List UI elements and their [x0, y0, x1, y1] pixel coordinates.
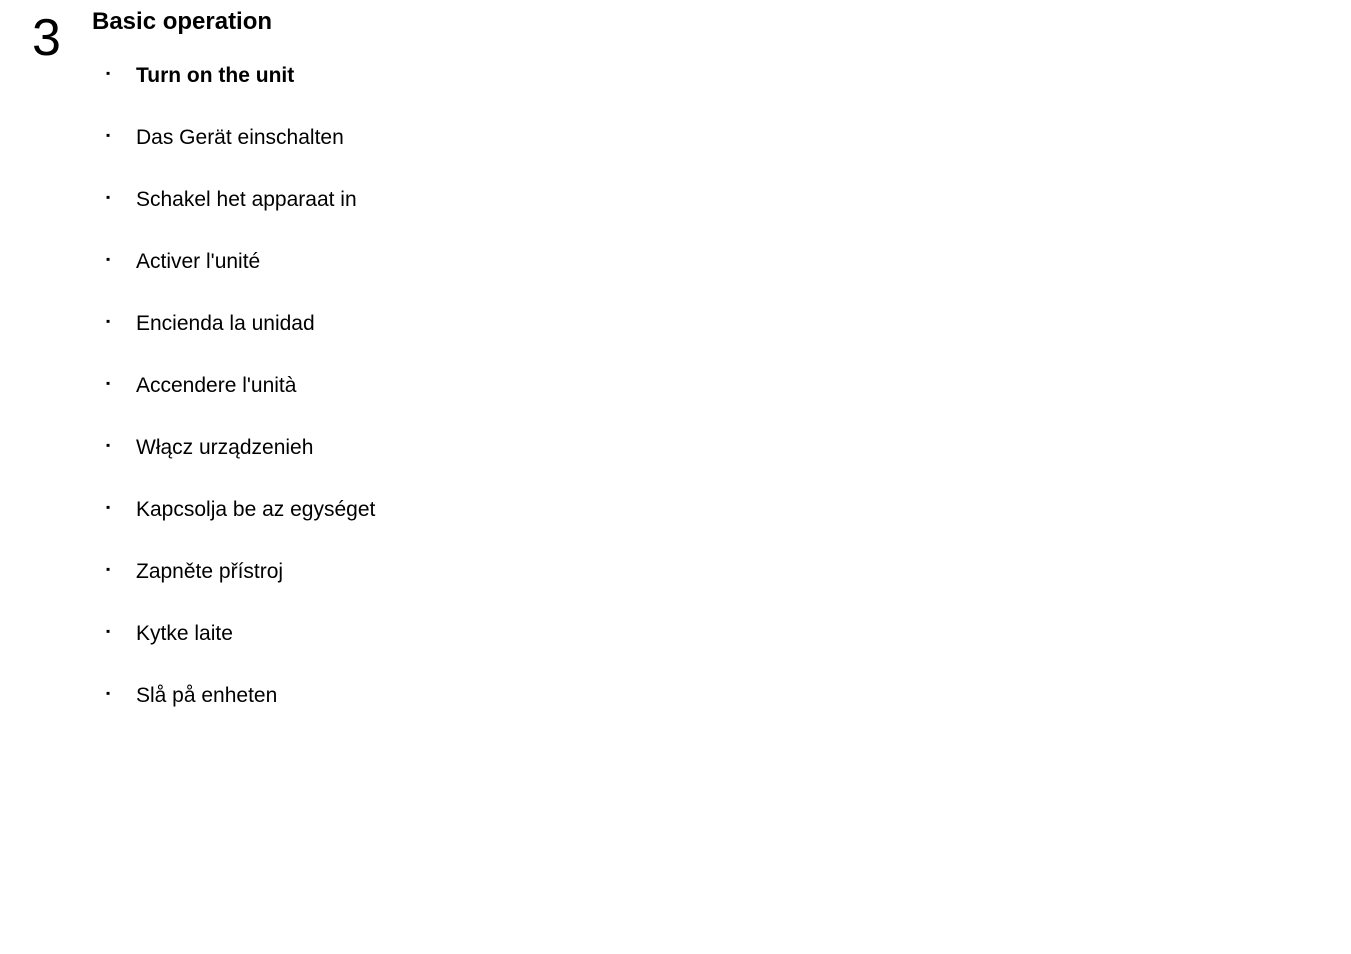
- content-container: Basic operation Turn on the unit Das Gerä…: [92, 8, 375, 746]
- section-title: Basic operation: [92, 8, 375, 36]
- list-item: Encienda la unidad: [106, 312, 375, 336]
- section-number: 3: [32, 8, 61, 68]
- list-item: Activer l'unité: [106, 250, 375, 274]
- item-list: Turn on the unit Das Gerät einschalten Sch…: [92, 64, 375, 708]
- list-item: Zapněte přístroj: [106, 560, 375, 584]
- list-item: Das Gerät einschalten: [106, 126, 375, 150]
- list-item: Slå på enheten: [106, 684, 375, 708]
- list-item: Schakel het apparaat in: [106, 188, 375, 212]
- list-item: Turn on the unit: [106, 64, 375, 88]
- list-item: Włącz urządzenieh: [106, 436, 375, 460]
- list-item: Accendere l'unità: [106, 374, 375, 398]
- list-item: Kytke laite: [106, 622, 375, 646]
- list-item: Kapcsolja be az egységet: [106, 498, 375, 522]
